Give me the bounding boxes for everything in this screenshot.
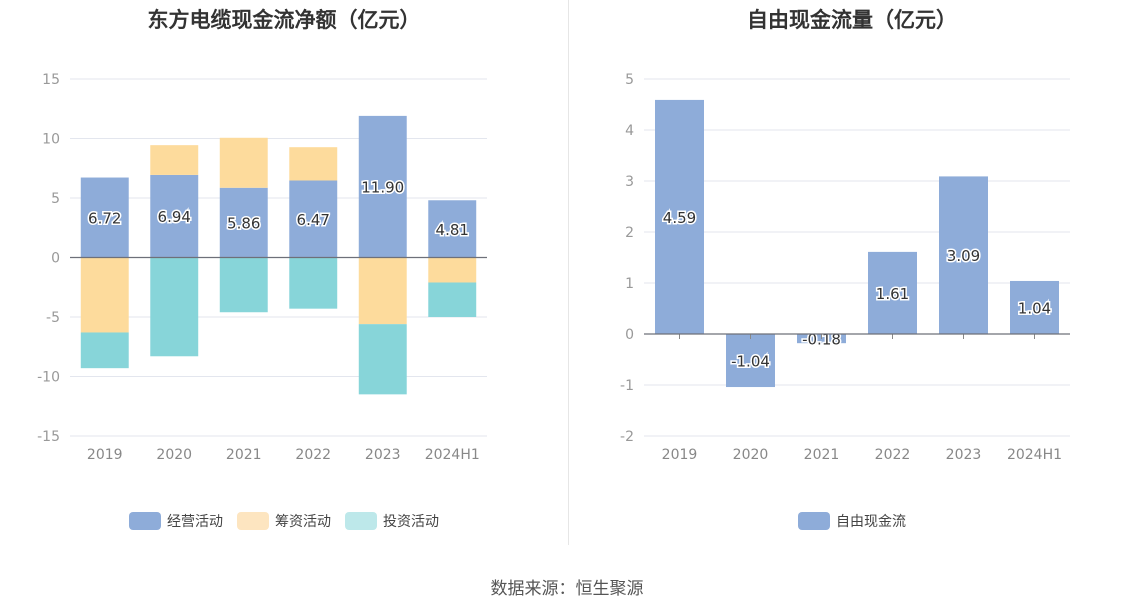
x-tick-label: 2021 — [226, 447, 262, 463]
bar-1 — [358, 115, 407, 258]
data-label: -0.18 — [802, 331, 841, 349]
x-tick-label: 2021 — [804, 447, 840, 463]
y-tick-label: 0 — [625, 327, 634, 343]
bar-2 — [358, 257, 407, 325]
y-tick-label: 10 — [42, 132, 60, 148]
data-label: 3.09 — [947, 247, 980, 265]
data-label: 11.90 — [361, 179, 404, 197]
bar-3 — [428, 282, 477, 317]
x-tick-label: 2023 — [365, 447, 401, 463]
chart-plot-area: 5 4 3 2 1 0 -1 -2 4.59 2019 -1.04 2020 -0.18 2021 1.61… — [620, 72, 1070, 463]
bar-1 — [1010, 280, 1059, 334]
y-tick-label: 5 — [51, 191, 60, 207]
bar-1 — [219, 187, 268, 258]
data-label: 5.86 — [227, 215, 260, 233]
y-tick-label: 3 — [625, 174, 634, 190]
legend-swatch — [237, 512, 269, 530]
bar-1 — [655, 99, 704, 334]
bar-3 — [150, 257, 199, 357]
data-label: 6.47 — [297, 211, 330, 229]
legend-item-operating[interactable]: 经营活动 — [129, 511, 223, 531]
x-tick-label: 2022 — [875, 447, 911, 463]
bar-1 — [428, 200, 477, 258]
data-label: 4.81 — [436, 221, 469, 239]
bar-1 — [726, 334, 775, 388]
legend-item-free-cash-flow[interactable]: 自由现金流 — [798, 511, 906, 531]
bar-1 — [80, 177, 129, 258]
data-label: 1.61 — [876, 285, 909, 303]
bar-2 — [219, 137, 268, 188]
chart-legend: 自由现金流 — [570, 511, 1134, 531]
data-source: 数据来源：恒生聚源 — [490, 579, 644, 599]
x-tick-label: 2020 — [156, 447, 192, 463]
data-label: -1.04 — [731, 353, 770, 371]
y-tick-label: 0 — [51, 251, 60, 267]
legend-label: 投资活动 — [383, 514, 439, 530]
bar-2 — [428, 257, 477, 283]
y-tick-label: 5 — [625, 72, 634, 88]
y-tick-label: 2 — [625, 225, 634, 241]
y-tick-label: 15 — [42, 72, 60, 88]
bar-1 — [150, 174, 199, 258]
y-tick-label: -1 — [620, 378, 634, 394]
bar-3 — [358, 324, 407, 395]
x-tick-label: 2020 — [733, 447, 769, 463]
x-tick-label: 2024H1 — [425, 447, 480, 463]
y-tick-label: -2 — [620, 429, 634, 445]
x-tick-label: 2023 — [946, 447, 982, 463]
x-tick-label: 2019 — [87, 447, 123, 463]
bar-3 — [289, 257, 338, 309]
legend-label: 经营活动 — [167, 514, 223, 530]
y-tick-label: 1 — [625, 276, 634, 292]
data-label: 4.59 — [663, 209, 696, 227]
data-label: 6.72 — [88, 210, 121, 228]
data-label: 6.94 — [158, 208, 191, 226]
chart-plot-area: 15 10 5 0 -5 -10 -15 6.72 2019 6.94 2020 5.86 2021 6.… — [37, 72, 487, 463]
legend-swatch — [129, 512, 161, 530]
x-tick-label: 2022 — [295, 447, 331, 463]
chart-title: 自由现金流量（亿元） — [747, 8, 957, 32]
cash-flow-net-chart: 东方电缆现金流净额（亿元） 15 10 5 0 -5 -10 -15 6.72 2019 6.94… — [0, 0, 568, 545]
bar-2 — [289, 147, 338, 181]
x-tick-label: 2024H1 — [1007, 447, 1062, 463]
bar-3 — [80, 332, 129, 369]
panel-divider — [568, 0, 569, 545]
y-tick-label: -15 — [37, 429, 60, 445]
bar-1 — [868, 251, 917, 334]
bar-3 — [219, 257, 268, 313]
legend-item-investing[interactable]: 投资活动 — [345, 511, 439, 531]
chart-legend: 经营活动 筹资活动 投资活动 — [0, 511, 568, 531]
free-cash-flow-chart: 自由现金流量（亿元） 5 4 3 2 1 0 -1 -2 4.59 2019 -1.04 2020 -0… — [570, 0, 1134, 545]
legend-label: 筹资活动 — [275, 514, 331, 530]
legend-swatch — [798, 512, 830, 530]
bar-2 — [80, 257, 129, 333]
y-tick-label: -5 — [46, 310, 60, 326]
data-label: 1.04 — [1018, 299, 1051, 317]
legend-swatch — [345, 512, 377, 530]
y-tick-label: -10 — [37, 370, 60, 386]
x-tick-label: 2019 — [662, 447, 698, 463]
bar-1 — [939, 176, 988, 334]
legend-label: 自由现金流 — [836, 514, 906, 530]
legend-item-financing[interactable]: 筹资活动 — [237, 511, 331, 531]
bar-2 — [150, 145, 199, 175]
y-tick-label: 4 — [625, 123, 634, 139]
bar-1 — [289, 180, 338, 258]
chart-title: 东方电缆现金流净额（亿元） — [147, 8, 421, 32]
